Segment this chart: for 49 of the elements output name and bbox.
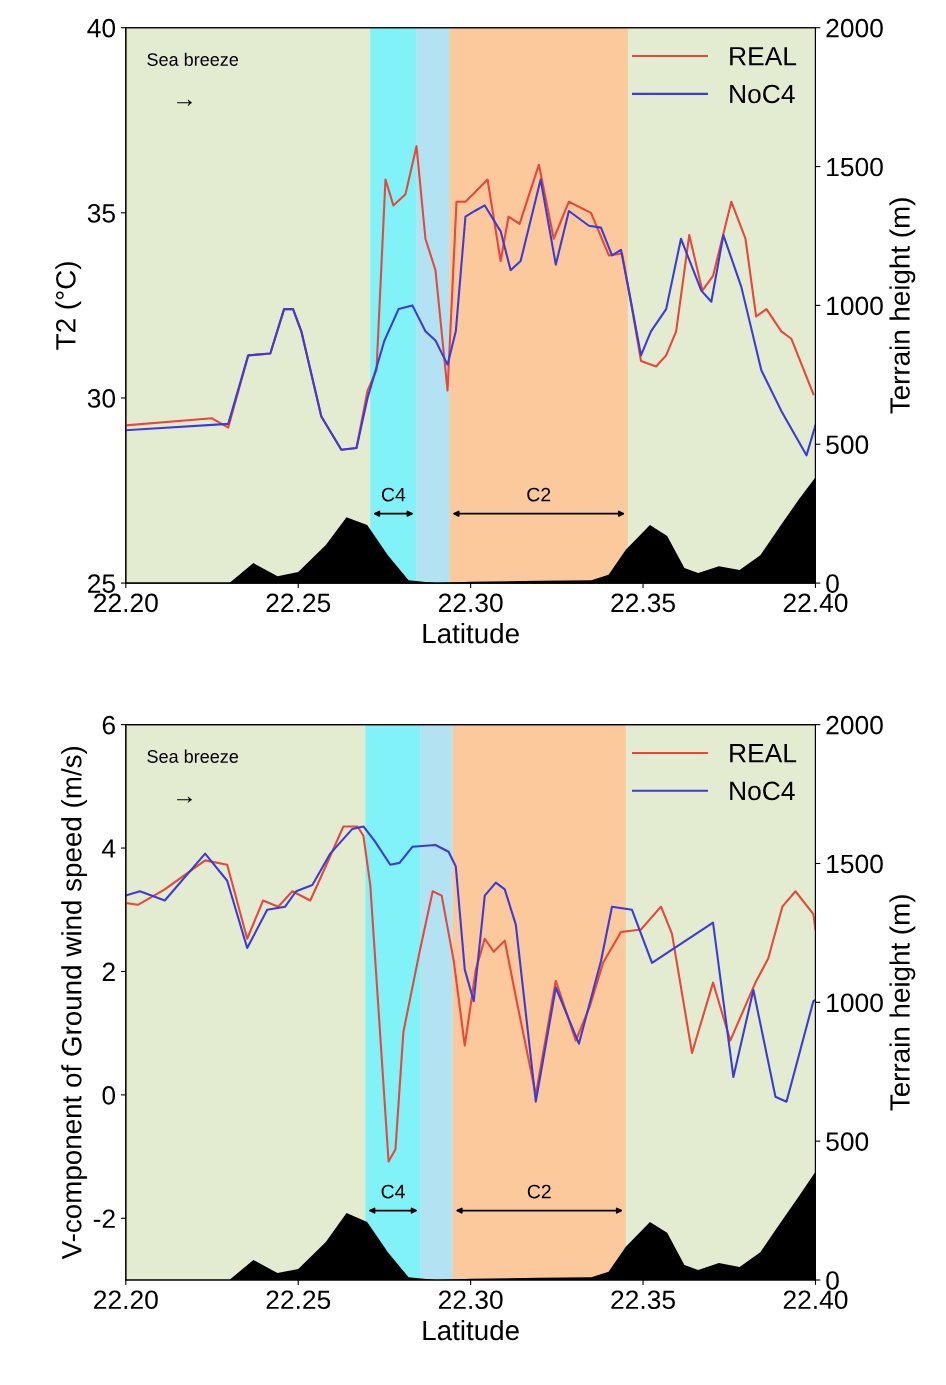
y2-axis-title: Terrain height (m): [889, 895, 916, 1111]
x-tick-label: 22.35: [611, 593, 675, 613]
legend-label: REAL: [730, 744, 797, 763]
x-tick-label: 22.40: [783, 1290, 848, 1310]
annotation: →: [177, 99, 192, 106]
legend-label: REAL: [730, 47, 797, 66]
y2-tick-label: 0: [826, 1271, 839, 1290]
band-label: C2: [527, 1184, 551, 1199]
x-tick-label: 22.25: [266, 593, 331, 613]
y2-tick-label: 2000: [826, 18, 883, 38]
y-tick-label: 0: [102, 1086, 116, 1105]
legend-label: NoC4: [730, 84, 795, 104]
x-axis-title: Latitude: [423, 1319, 519, 1341]
band-label: C4: [381, 487, 406, 502]
x-tick-label: 22.20: [94, 593, 158, 613]
annotation: →: [177, 796, 192, 803]
y2-tick-label: 1000: [827, 296, 883, 316]
y2-axis-title: Terrain height (m): [889, 198, 916, 414]
y2-tick-label: 500: [826, 1132, 869, 1151]
y-axis-title: T2 (°C): [55, 262, 82, 350]
annotation: Sea breeze: [147, 749, 239, 763]
band-label: C2: [527, 487, 551, 502]
line-series: [125, 825, 816, 1103]
y-tick-label: 40: [87, 18, 116, 38]
legend-label: NoC4: [730, 781, 795, 801]
x-tick-label: 22.30: [438, 1290, 503, 1310]
y2-tick-label: 2000: [826, 715, 883, 735]
band-label: C4: [381, 1184, 405, 1199]
y2-tick-label: 1500: [827, 854, 883, 874]
x-tick-label: 22.20: [94, 1290, 158, 1310]
x-tick-label: 22.40: [783, 593, 848, 613]
annotation: Sea breeze: [147, 52, 239, 66]
y-tick-label: -2: [93, 1209, 115, 1228]
y2-tick-label: 1000: [827, 993, 883, 1013]
y2-tick-label: 1500: [827, 157, 883, 177]
y2-tick-label: 0: [826, 574, 839, 593]
y-tick-label: 6: [102, 715, 115, 735]
line-series: [125, 825, 816, 1163]
y-tick-label: 2: [102, 962, 115, 982]
x-axis-title: Latitude: [423, 622, 519, 644]
x-tick-label: 22.25: [266, 1290, 331, 1310]
y-tick-label: 4: [102, 839, 116, 858]
x-tick-label: 22.35: [611, 1290, 675, 1310]
y-tick-label: 35: [87, 203, 115, 223]
y-tick-label: 25: [88, 574, 115, 593]
x-tick-label: 22.30: [438, 593, 503, 613]
y2-tick-label: 500: [826, 435, 869, 455]
y-tick-label: 30: [87, 389, 116, 408]
y-axis-title: V-component of Ground wind speed (m/s): [61, 746, 88, 1260]
